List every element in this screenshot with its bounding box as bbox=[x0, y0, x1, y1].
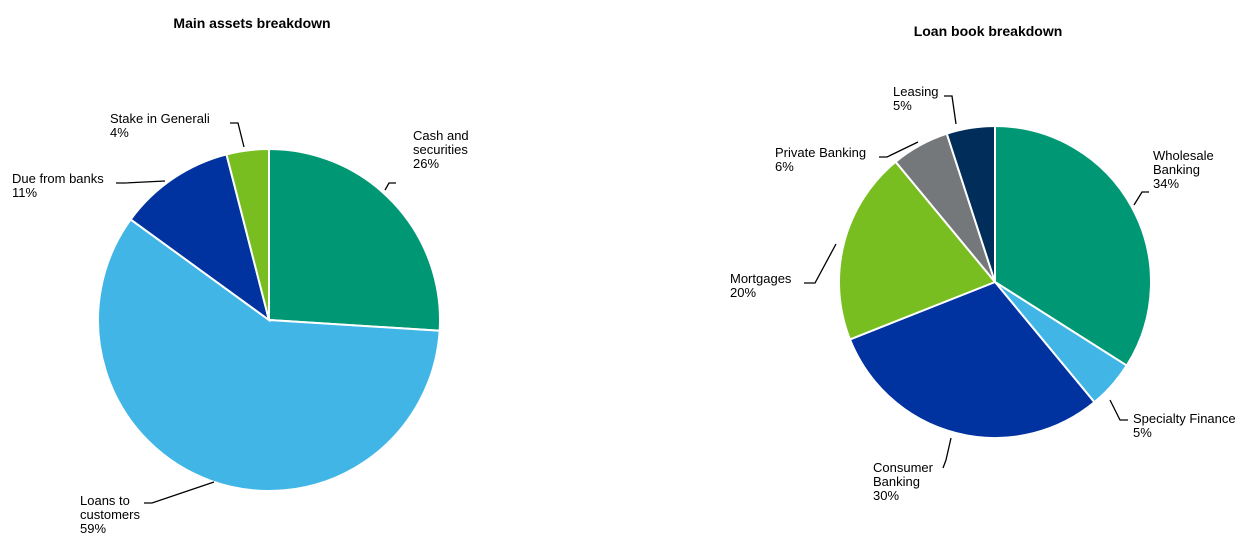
pie-slice-loans-to-customers bbox=[96, 218, 441, 493]
pie-slice-due-from-banks bbox=[129, 153, 271, 323]
slice-label-stake-in-generali: Stake in Generali 4% bbox=[110, 111, 210, 140]
pie-slice-leasing bbox=[945, 124, 996, 283]
leader-line-private-banking bbox=[879, 141, 919, 158]
chart-title-loan-book: Loan book breakdown bbox=[914, 23, 1063, 39]
leader-line-mortgages bbox=[804, 243, 837, 284]
leader-line-leasing bbox=[944, 95, 957, 125]
pie-slice-stake-in-generali bbox=[225, 147, 270, 321]
pie-loan-book: Wholesale Banking 34% Specialty Finance 5% Co… bbox=[730, 84, 1236, 503]
pie-slice-consumer-banking bbox=[848, 280, 1096, 439]
slice-label-consumer-banking: Consumer Banking 30% bbox=[873, 460, 934, 503]
pie-slice-cash-and-securities bbox=[268, 147, 441, 332]
leader-line-stake-in-generali bbox=[230, 122, 245, 148]
slice-label-specialty-finance: Specialty Finance 5% bbox=[1133, 411, 1236, 440]
slice-label-private-banking: Private Banking 6% bbox=[775, 145, 866, 174]
chart-title-main-assets: Main assets breakdown bbox=[173, 15, 330, 31]
slice-label-loans-to-customers: Loans to customers 59% bbox=[80, 493, 140, 536]
leader-line-cash-and-securities bbox=[384, 182, 396, 191]
leader-line-due-from-banks bbox=[116, 180, 166, 184]
leader-line-consumer-banking bbox=[942, 437, 952, 469]
slice-label-leasing: Leasing 5% bbox=[893, 84, 939, 113]
slice-label-wholesale-banking: Wholesale Banking 34% bbox=[1153, 148, 1214, 191]
slice-label-cash-and-securities: Cash and securities 26% bbox=[413, 128, 469, 171]
slice-label-mortgages: Mortgages 20% bbox=[730, 271, 792, 300]
leader-line-wholesale-banking bbox=[1133, 191, 1149, 206]
leader-line-specialty-finance bbox=[1109, 399, 1128, 421]
leader-line-loans-to-customers bbox=[144, 481, 215, 504]
pie-main-assets: Cash and securities 26% Loans to customers 59… bbox=[12, 111, 469, 536]
slice-label-due-from-banks: Due from banks 11% bbox=[12, 171, 104, 200]
pie-slice-mortgages bbox=[838, 160, 997, 341]
